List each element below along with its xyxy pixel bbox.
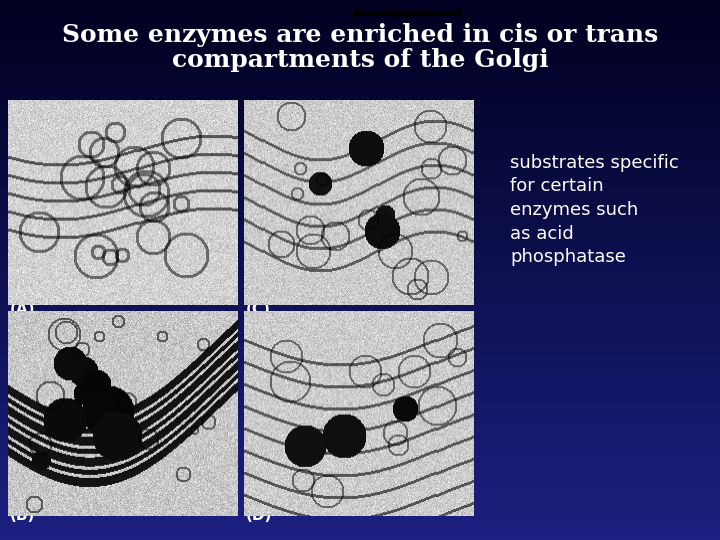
Text: compartments of the Golgi: compartments of the Golgi bbox=[171, 48, 549, 72]
Text: 1 μm: 1 μm bbox=[390, 7, 426, 21]
Text: (A): (A) bbox=[10, 302, 35, 317]
Text: (D): (D) bbox=[246, 508, 272, 523]
Text: (B): (B) bbox=[10, 508, 35, 523]
Text: substrates specific
for certain
enzymes such
as acid
phosphatase: substrates specific for certain enzymes … bbox=[510, 154, 679, 266]
Text: Some enzymes are enriched in cis or trans: Some enzymes are enriched in cis or tran… bbox=[62, 23, 658, 47]
Text: (C): (C) bbox=[246, 302, 271, 317]
